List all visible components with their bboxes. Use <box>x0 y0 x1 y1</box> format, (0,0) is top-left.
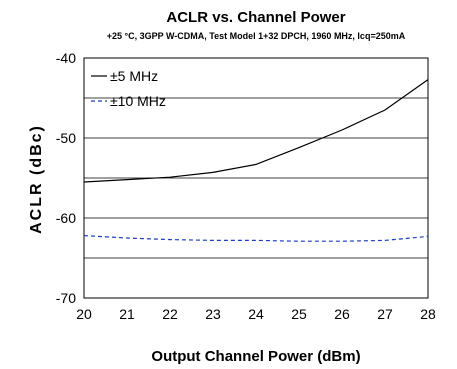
x-axis-title: Output Channel Power (dBm) <box>151 348 360 365</box>
x-tick-label: 25 <box>291 306 307 322</box>
x-tick-label: 24 <box>248 306 264 322</box>
x-tick-label: 28 <box>420 306 436 322</box>
y-tick-label: -50 <box>56 130 76 146</box>
x-tick-label: 21 <box>119 306 135 322</box>
x-tick-label: 26 <box>334 306 350 322</box>
legend-label: ±10 MHz <box>110 93 166 109</box>
series-line <box>83 235 429 242</box>
x-tick-label: 23 <box>205 306 221 322</box>
y-tick-label: -40 <box>56 50 76 66</box>
series-layer <box>83 79 429 242</box>
y-tick-label: -70 <box>56 290 76 306</box>
y-tick-label: -60 <box>56 210 76 226</box>
legend-label: ±5 MHz <box>110 68 158 84</box>
x-tick-label: 27 <box>377 306 393 322</box>
grid <box>84 97 428 259</box>
y-axis-title: ACLR (dBc) <box>28 124 45 234</box>
chart-subtitle: +25 °C, 3GPP W-CDMA, Test Model 1+32 DPC… <box>107 31 406 41</box>
plot-area <box>83 57 429 299</box>
y-axis: -40 -50 -60 -70 <box>56 50 76 306</box>
legend: ±5 MHz ±10 MHz <box>91 68 166 109</box>
series-line <box>83 79 429 183</box>
x-axis: 20 21 22 23 24 25 26 27 28 <box>76 306 436 322</box>
x-tick-label: 22 <box>162 306 178 322</box>
chart-title: ACLR vs. Channel Power <box>166 9 345 26</box>
x-tick-label: 20 <box>76 306 92 322</box>
